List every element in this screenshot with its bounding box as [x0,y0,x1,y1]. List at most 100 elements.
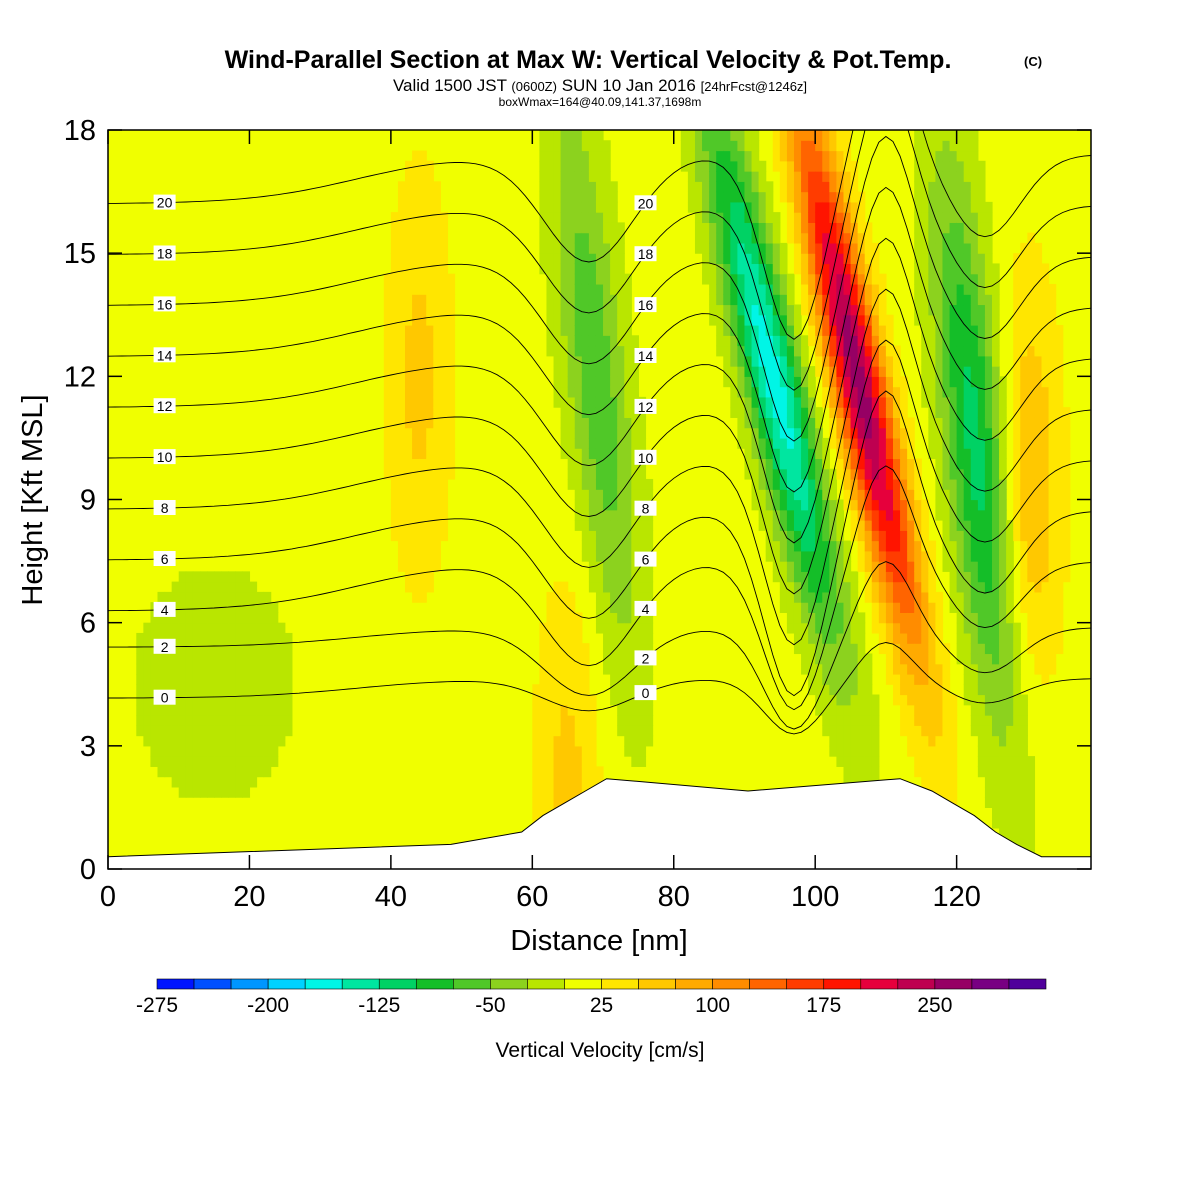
velocity-cell [447,407,456,418]
velocity-cell [900,591,908,603]
velocity-cell [595,130,604,141]
velocity-cell [864,325,873,336]
velocity-cell [164,684,173,696]
velocity-cell [249,622,258,634]
velocity-cell [1020,499,1028,511]
velocity-cell [214,776,222,788]
velocity-cell [553,253,562,265]
velocity-cell [1041,591,1050,603]
velocity-cell [892,468,901,480]
velocity-cell [440,417,449,429]
velocity-cell [419,181,427,193]
velocity-cell [935,283,944,295]
velocity-cell [603,355,611,367]
velocity-cell [1055,499,1064,511]
velocity-cell [1013,643,1021,655]
velocity-cell [164,612,173,624]
velocity-cell [984,509,993,521]
velocity-cell [914,181,922,193]
velocity-cell [553,725,562,737]
velocity-cell [574,273,583,285]
velocity-cell [617,263,625,275]
velocity-cell [942,130,951,141]
velocity-cell [942,325,951,336]
velocity-cell [588,355,597,367]
velocity-cell [907,745,915,757]
velocity-cell [772,520,781,531]
velocity-cell [857,201,866,213]
velocity-cell [970,222,979,234]
velocity-cell [617,314,625,326]
velocity-cell [447,376,456,388]
velocity-cell [638,745,647,757]
velocity-cell [999,807,1007,819]
velocity-cell [857,376,866,388]
velocity-cell [956,622,965,634]
velocity-cell [171,591,180,603]
velocity-cell [702,212,710,223]
velocity-cell [546,786,555,798]
velocity-cell [772,335,781,347]
velocity-cell [984,591,993,603]
velocity-cell [857,663,866,675]
velocity-cell [723,222,731,234]
velocity-cell [1055,643,1064,655]
velocity-cell [892,643,901,655]
velocity-cell [405,201,413,213]
velocity-cell [560,745,569,757]
velocity-cell [751,478,760,490]
velocity-cell [214,766,222,778]
velocity-cell [892,530,901,542]
velocity-cell [914,140,922,152]
velocity-cell [221,725,229,737]
velocity-cell [836,355,845,367]
velocity-cell [808,591,816,603]
velocity-cell [567,417,576,429]
velocity-cell [928,376,937,388]
velocity-cell [815,684,823,696]
velocity-cell [574,622,583,634]
velocity-cell [963,294,972,306]
velocity-cell [1041,509,1050,521]
velocity-cell [963,448,972,460]
velocity-cell [1055,509,1064,521]
velocity-cell [447,314,456,326]
velocity-cell [171,756,180,767]
velocity-cell [1062,407,1071,418]
velocity-cell [885,499,894,511]
velocity-cell [801,376,809,388]
velocity-cell [921,663,929,675]
velocity-cell [744,304,753,316]
velocity-cell [999,530,1007,542]
velocity-cell [412,458,420,470]
velocity-cell [793,632,802,644]
velocity-cell [581,776,590,788]
velocity-cell [730,335,738,347]
velocity-cell [977,407,986,418]
velocity-cell [921,171,929,182]
velocity-cell [588,489,597,501]
x-tick-label: 40 [375,881,407,913]
velocity-cell [581,448,590,460]
velocity-cell [815,468,823,480]
velocity-cell [779,325,788,336]
velocity-cell [270,694,279,706]
velocity-cell [447,417,456,429]
velocity-cell [603,581,611,593]
velocity-cell [1034,530,1043,542]
velocity-cell [921,294,929,306]
velocity-cell [892,396,901,408]
velocity-cell [1027,550,1036,562]
velocity-cell [779,520,788,531]
velocity-cell [588,530,597,542]
velocity-cell [977,735,986,747]
velocity-cell [836,735,845,747]
velocity-cell [921,130,929,141]
velocity-cell [383,283,392,295]
velocity-cell [977,612,986,624]
velocity-cell [1027,766,1036,778]
velocity-cell [185,704,194,716]
velocity-cell [419,294,427,306]
velocity-cell [991,612,1000,624]
velocity-cell [433,314,441,326]
